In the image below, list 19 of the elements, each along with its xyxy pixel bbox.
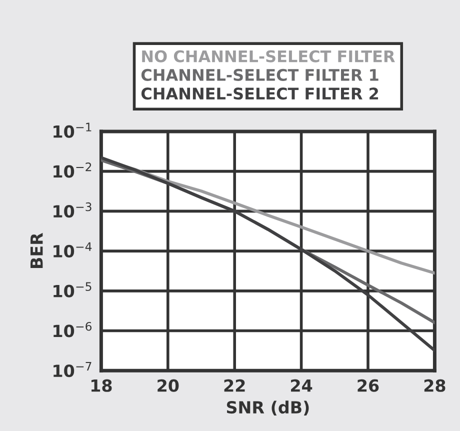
y-tick-label: 10$^{−6}$ <box>54 322 92 338</box>
y-tick-label: 10$^{−2}$ <box>54 162 92 178</box>
x-tick-label: 24 <box>291 379 312 392</box>
x-tick-label: 22 <box>224 379 245 392</box>
y-tick-label: 10$^{−5}$ <box>54 282 92 298</box>
y-tick-label: 10$^{−4}$ <box>54 242 92 258</box>
x-tick-label: 26 <box>358 379 379 392</box>
y-tick-label: 10$^{−7}$ <box>54 362 92 378</box>
y-tick-label: 10$^{−3}$ <box>54 202 92 218</box>
text: NO CHANNEL-SELECT FILTER <box>142 50 395 62</box>
y-axis-title: BER <box>30 232 43 268</box>
x-tick-label: 18 <box>91 379 112 392</box>
y-tick-label: 10$^{−1}$ <box>54 122 92 138</box>
x-axis-title: SNR (dB) <box>226 400 309 416</box>
text: CHANNEL-SELECT FILTER 1 <box>141 68 378 81</box>
x-tick-label: 28 <box>424 379 446 392</box>
line-series <box>101 156 435 352</box>
x-tick-label: 20 <box>158 379 179 392</box>
text: CHANNEL-SELECT FILTER 2 <box>141 88 378 100</box>
